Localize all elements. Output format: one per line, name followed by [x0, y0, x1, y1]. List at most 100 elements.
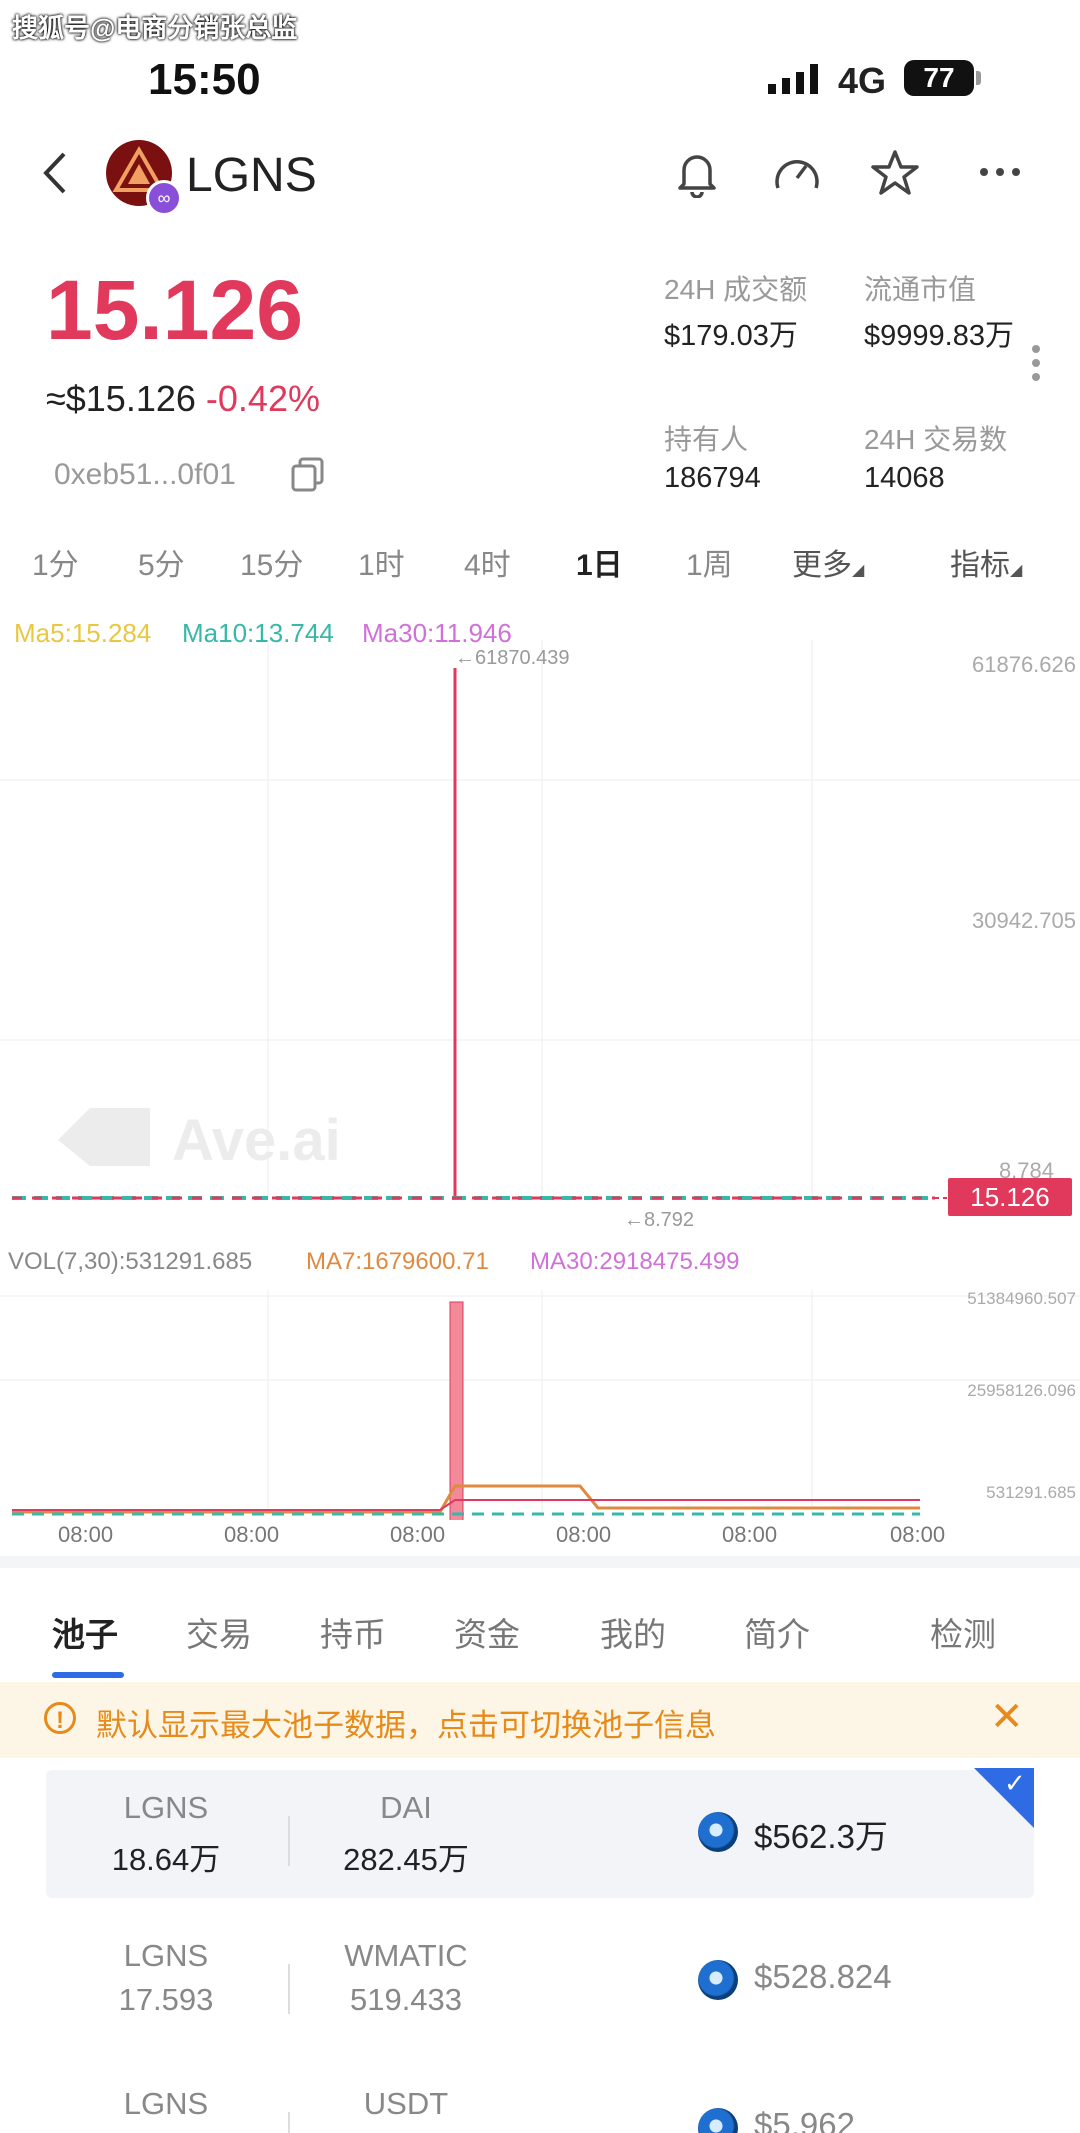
- pool-token-a: LGNS: [123, 2086, 209, 2121]
- notice-text: 默认显示最大池子数据，点击可切换池子信息: [96, 1708, 716, 1743]
- pool-separator: [288, 1964, 290, 2014]
- stat-value-txcount: 14068: [864, 462, 945, 494]
- tf-1h[interactable]: 1时: [358, 549, 405, 582]
- ma10-label: Ma10:13.744: [182, 618, 334, 648]
- y-label-top: 61876.626: [972, 652, 1076, 677]
- pool-row[interactable]: LGNS 18.64万 DAI 282.45万 $562.3万: [46, 1770, 1034, 1898]
- vol-ma7-label: MA7:1679600.71: [306, 1248, 489, 1275]
- tab-intro[interactable]: 简介: [744, 1616, 810, 1653]
- volume-chart[interactable]: 51384960.507 25958126.096 531291.685: [0, 1290, 1080, 1520]
- status-time: 15:50: [148, 55, 261, 104]
- tf-4h[interactable]: 4时: [464, 549, 511, 582]
- tf-1w[interactable]: 1周: [686, 549, 733, 582]
- triangle-icon: ◢: [1010, 562, 1023, 579]
- dex-icon: [698, 2108, 738, 2133]
- pool-liquidity: $562.3万: [754, 1818, 888, 1855]
- pool-liquidity: $5.962: [754, 2106, 855, 2133]
- back-arrow-icon[interactable]: [40, 150, 70, 196]
- low-label: ←8.792: [624, 1209, 694, 1231]
- x-label: 08:00: [58, 1522, 114, 1547]
- warning-icon: !: [44, 1702, 76, 1734]
- triangle-icon: ◢: [852, 562, 865, 579]
- bell-icon[interactable]: [672, 148, 722, 198]
- ma30-label: Ma30:11.946: [362, 618, 512, 648]
- chart-grid: [0, 640, 1080, 1200]
- tf-1m[interactable]: 1分: [32, 549, 79, 582]
- pool-amount-b: 519.433: [349, 1982, 463, 2017]
- tf-1d[interactable]: 1日: [576, 549, 623, 582]
- pool-separator: [288, 2112, 290, 2133]
- selected-corner: [974, 1768, 1034, 1828]
- tab-audit[interactable]: 检测: [930, 1616, 996, 1653]
- pool-amount-a: 18.64万: [111, 1842, 221, 1877]
- y-label-mid: 30942.705: [972, 908, 1076, 933]
- tab-trades[interactable]: 交易: [186, 1616, 252, 1653]
- vol-label: VOL(7,30):531291.685: [8, 1248, 253, 1275]
- x-label: 08:00: [722, 1522, 778, 1547]
- battery-tip: [976, 71, 981, 85]
- peak-label: ←61870.439: [455, 647, 570, 669]
- close-icon[interactable]: ✕: [990, 1695, 1024, 1739]
- x-label: 08:00: [390, 1522, 446, 1547]
- pool-separator: [288, 1816, 290, 1866]
- stat-value-holders: 186794: [664, 462, 761, 494]
- tf-5m[interactable]: 5分: [138, 549, 185, 582]
- current-price-tag: 15.126: [948, 1178, 1072, 1216]
- stat-value-mcap: $9999.83万: [864, 320, 1014, 352]
- gauge-icon[interactable]: [770, 148, 824, 198]
- more-icon[interactable]: [978, 148, 1024, 198]
- source-watermark: 搜狐号@电商分销张总监: [12, 13, 298, 43]
- price-chart[interactable]: Ave.ai ←61870.439 ←8.792 61876.626 30942…: [0, 640, 1080, 1240]
- chain-badge-icon: ∞: [146, 180, 182, 216]
- tab-funds[interactable]: 资金: [454, 1616, 520, 1653]
- vol-ma7-line: [12, 1484, 920, 1514]
- page-title: LGNS: [186, 149, 317, 202]
- price-usd-line: ≈$15.126 -0.42%: [46, 378, 320, 420]
- network-type: 4G: [838, 60, 887, 101]
- star-icon[interactable]: [868, 148, 922, 198]
- pool-row[interactable]: LGNS USDT $5.962: [46, 2066, 1034, 2133]
- token-price: 15.126: [46, 263, 303, 357]
- stat-label-holders: 持有人: [664, 424, 749, 455]
- tab-mine[interactable]: 我的: [600, 1616, 666, 1653]
- tf-15m[interactable]: 15分: [240, 549, 304, 582]
- tab-pools[interactable]: 池子: [52, 1616, 118, 1653]
- section-divider: [0, 1556, 1080, 1568]
- pool-token-a: LGNS: [123, 1938, 209, 1973]
- copy-icon[interactable]: [290, 456, 326, 492]
- x-label: 08:00: [890, 1522, 946, 1547]
- tab-holders[interactable]: 持币: [320, 1616, 386, 1653]
- pool-token-a: LGNS: [123, 1790, 209, 1825]
- pool-notice[interactable]: [0, 1682, 1080, 1758]
- dex-icon: [698, 1812, 738, 1852]
- pool-amount-a: 17.593: [118, 1982, 214, 2017]
- pool-amount-b: 282.45万: [343, 1842, 469, 1877]
- ma5-label: Ma5:15.284: [14, 618, 152, 648]
- tf-indicators[interactable]: 指标◢: [950, 549, 1023, 582]
- vol-y-low: 531291.685: [986, 1483, 1076, 1502]
- stat-value-volume: $179.03万: [664, 320, 798, 352]
- vol-y-mid: 25958126.096: [967, 1381, 1076, 1400]
- pool-row[interactable]: LGNS 17.593 WMATIC 519.433 $528.824: [46, 1918, 1034, 2046]
- x-label: 08:00: [556, 1522, 612, 1547]
- check-icon: ✓: [1004, 1768, 1026, 1798]
- battery-indicator: 77: [904, 60, 974, 96]
- vol-ma30-line: [12, 1499, 920, 1511]
- stat-label-txcount: 24H 交易数: [864, 424, 1008, 455]
- chart-watermark: Ave.ai: [172, 1108, 341, 1173]
- pool-token-b: DAI: [380, 1790, 432, 1825]
- active-tab-indicator: [52, 1672, 124, 1678]
- x-label: 08:00: [224, 1522, 280, 1547]
- vol-y-top: 51384960.507: [967, 1290, 1076, 1308]
- stat-label-volume: 24H 成交额: [664, 274, 808, 305]
- contract-address: 0xeb51...0f01: [54, 458, 236, 491]
- usd-price: ≈$15.126: [46, 378, 196, 419]
- tf-more[interactable]: 更多◢: [792, 549, 865, 582]
- ave-watermark-logo: [58, 1108, 150, 1166]
- vol-grid: [0, 1290, 1080, 1515]
- stat-label-mcap: 流通市值: [864, 274, 977, 305]
- price-change: -0.42%: [205, 378, 320, 419]
- signal-icon: [768, 64, 818, 94]
- volume-spike-bar: [449, 1301, 464, 1520]
- stats-more-icon[interactable]: [1032, 345, 1040, 387]
